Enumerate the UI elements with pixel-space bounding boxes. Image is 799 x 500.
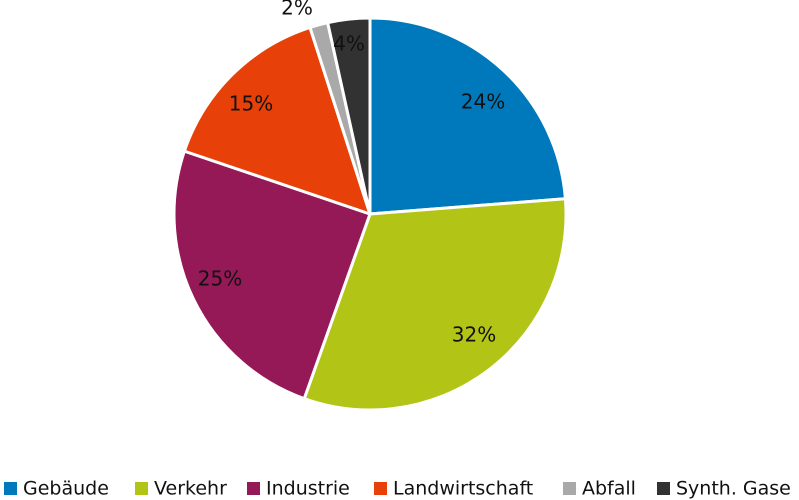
pie-slice-geb-ude <box>368 16 567 216</box>
legend-swatch-geb-ude <box>4 482 17 495</box>
pie-slice-labels: 24% 32% 25% 15% 2% 4% <box>198 0 505 347</box>
legend-swatch-verkehr <box>135 482 148 495</box>
legend-swatch-abfall <box>563 482 576 495</box>
legend-label-geb-ude: Gebäude <box>23 478 109 500</box>
data-label-abfall: 2% <box>281 0 313 20</box>
data-label-synth-gase: 4% <box>333 32 365 56</box>
data-label-geb-ude: 24% <box>461 90 505 114</box>
pie-slice-synth-gase <box>326 16 372 216</box>
legend-swatch-industrie <box>247 482 260 495</box>
legend-label-landwirtschaft: Landwirtschaft <box>393 478 533 500</box>
data-label-verkehr: 32% <box>452 323 496 347</box>
pie-slice-verkehr <box>302 197 568 412</box>
pie-slices <box>172 16 568 412</box>
pie-slice-industrie <box>172 149 372 401</box>
data-label-industrie: 25% <box>198 267 242 291</box>
legend: Gebäude Verkehr Industrie Landwirtschaft Abf… <box>4 478 791 500</box>
legend-label-synth-gase: Synth. Gase <box>676 478 791 500</box>
data-label-landwirtschaft: 15% <box>229 92 273 116</box>
legend-label-verkehr: Verkehr <box>154 478 227 500</box>
legend-swatch-landwirtschaft <box>374 482 387 495</box>
legend-label-abfall: Abfall <box>582 478 636 500</box>
legend-label-industrie: Industrie <box>266 478 350 500</box>
legend-swatch-synth-gase <box>657 482 670 495</box>
